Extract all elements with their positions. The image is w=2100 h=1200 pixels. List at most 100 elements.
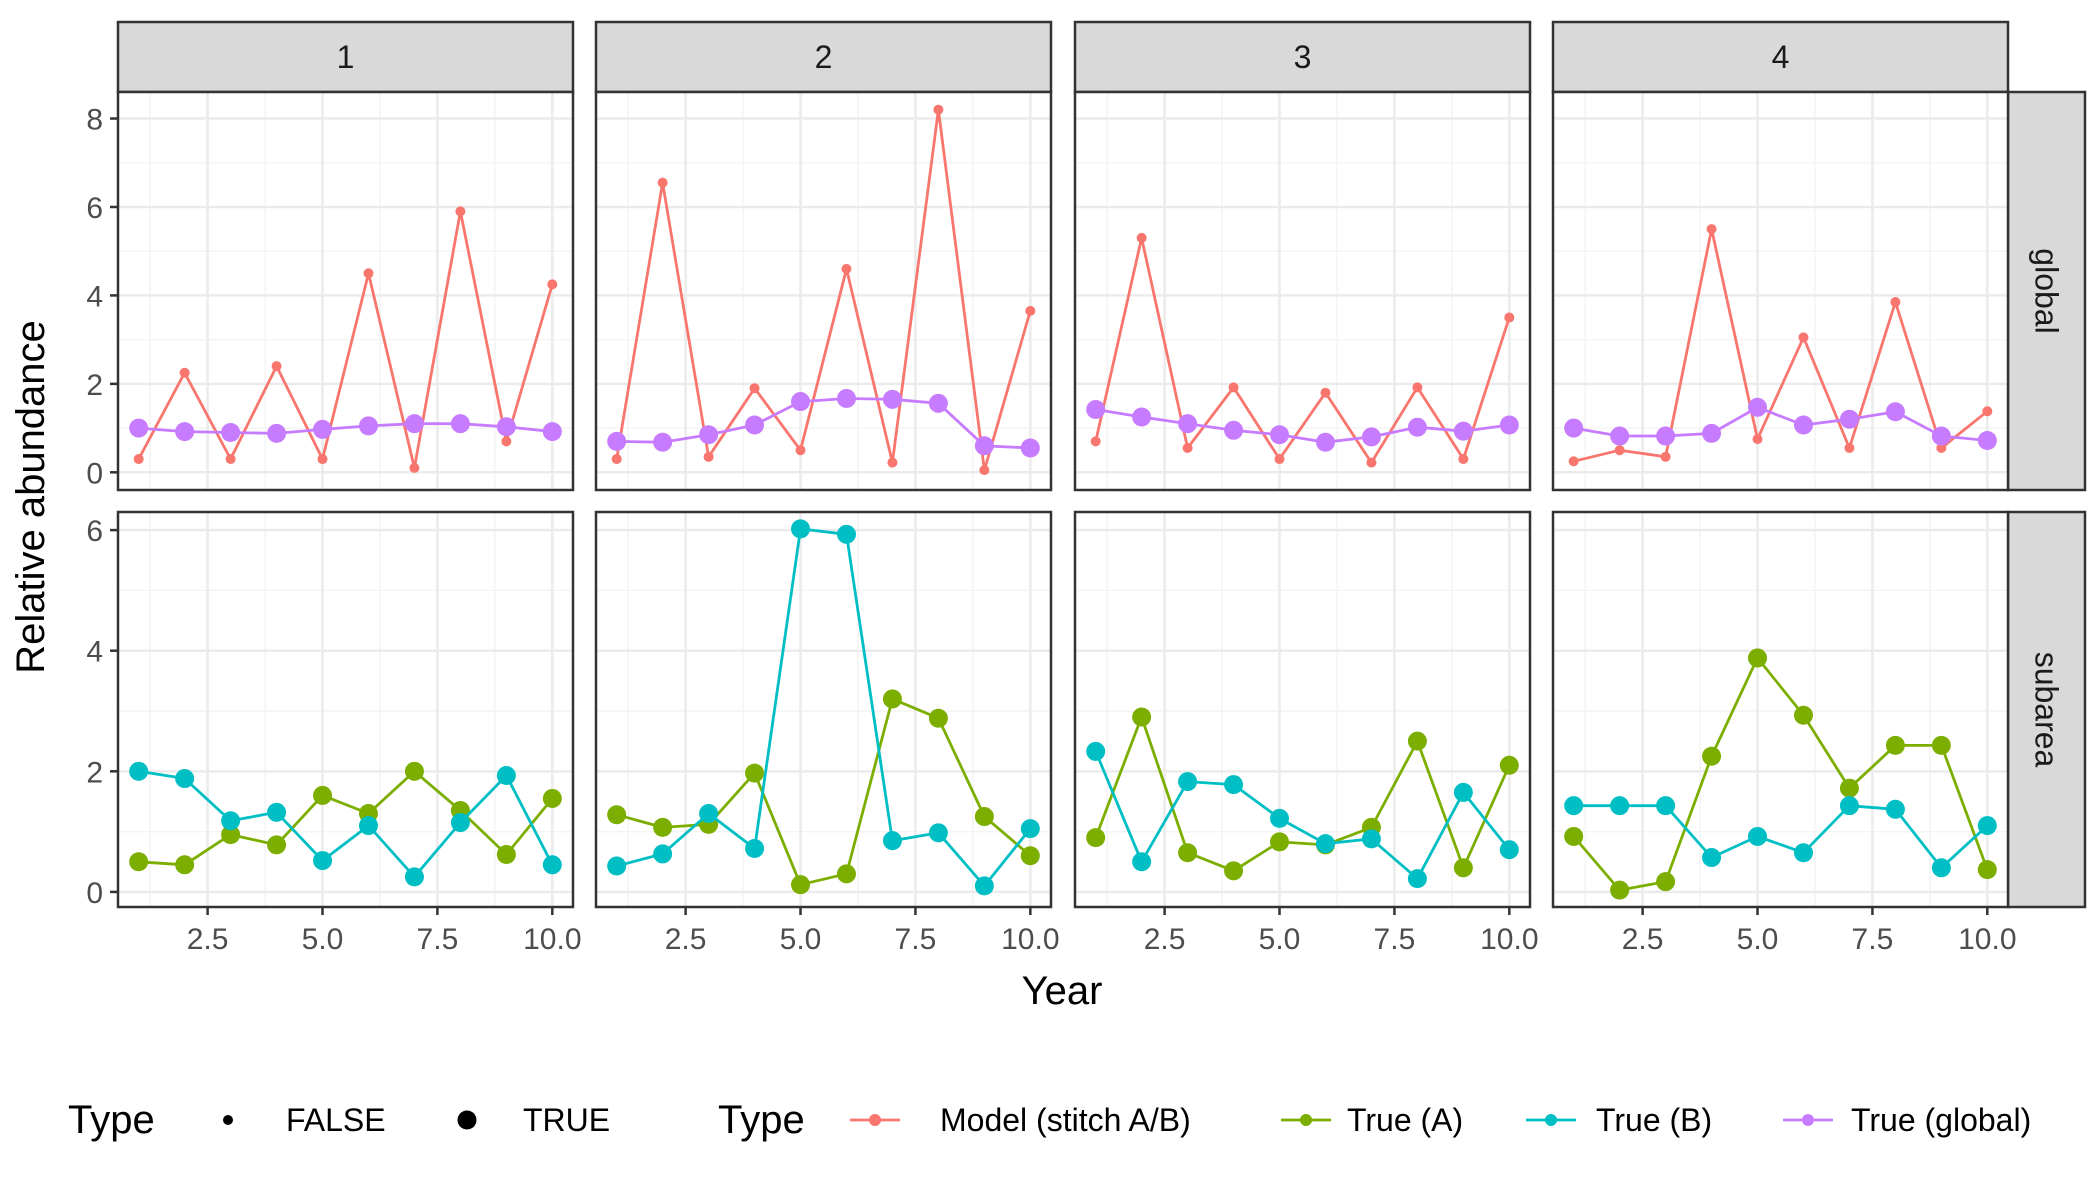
facet-strip-col-2 xyxy=(594,20,1053,94)
data-point-true_b xyxy=(221,811,241,831)
data-point-true_global xyxy=(1178,414,1198,434)
data-point-model xyxy=(1706,224,1717,235)
data-point-true_b xyxy=(1453,782,1473,802)
data-point-true_a xyxy=(1178,843,1198,863)
panel-3-subarea xyxy=(1073,510,1532,909)
y-tick-label: 6 xyxy=(86,192,103,225)
panel-background xyxy=(1553,512,2008,907)
data-point-true_global xyxy=(267,423,287,443)
legend-size-key xyxy=(457,1110,477,1130)
panel-border xyxy=(1073,510,1532,909)
data-point-true_a xyxy=(1270,832,1290,852)
data-point-true_b xyxy=(496,766,516,786)
y-tick-label: 4 xyxy=(86,636,103,669)
data-point-model xyxy=(1182,442,1193,453)
data-point-true_global xyxy=(1453,421,1473,441)
data-point-true_b xyxy=(1702,848,1722,868)
data-point-model xyxy=(1274,454,1285,465)
data-point-true_b xyxy=(1977,816,1997,836)
data-point-true_a xyxy=(1656,872,1676,892)
data-point-true_b xyxy=(1178,772,1198,792)
data-point-model xyxy=(1614,445,1625,456)
x-tick-label: 10.0 xyxy=(1958,923,2016,956)
data-point-true_b xyxy=(450,813,470,833)
data-point-true_a xyxy=(974,807,994,827)
data-point-model xyxy=(1504,312,1515,323)
data-point-model xyxy=(1890,297,1901,308)
data-point-true_b xyxy=(1407,869,1427,889)
data-point-model xyxy=(1568,456,1579,467)
data-point-model xyxy=(841,263,852,274)
panel-border xyxy=(116,90,575,492)
data-point-true_global xyxy=(1086,400,1106,420)
series-line-true_a xyxy=(1572,656,1989,892)
panel-3-global xyxy=(1073,90,1532,492)
data-point-true_a xyxy=(542,788,562,808)
data-point-model xyxy=(317,454,328,465)
data-point-true_b xyxy=(607,856,627,876)
data-point-true_b xyxy=(1086,741,1106,761)
data-point-true_global xyxy=(745,415,765,435)
data-point-model xyxy=(1025,305,1036,316)
data-point-model xyxy=(1660,451,1671,462)
x-tick-label: 7.5 xyxy=(417,923,459,956)
data-point-true_a xyxy=(1610,880,1630,900)
data-point-true_global xyxy=(1839,409,1859,429)
data-point-model xyxy=(1752,434,1763,445)
x-tick-label: 5.0 xyxy=(780,923,822,956)
x-tick-label: 10.0 xyxy=(1001,923,1059,956)
panel-background xyxy=(596,512,1051,907)
data-point-true_global xyxy=(1020,438,1040,458)
y-tick-label: 2 xyxy=(86,756,103,789)
data-point-true_a xyxy=(1839,778,1859,798)
series-line-true_b xyxy=(616,527,1032,888)
x-tick-label: 2.5 xyxy=(187,923,229,956)
panel-border xyxy=(594,90,1053,492)
data-point-true_a xyxy=(882,689,902,709)
data-point-true_global xyxy=(1793,415,1813,435)
data-point-true_a xyxy=(404,761,424,781)
data-point-true_b xyxy=(882,831,902,851)
data-point-true_a xyxy=(1748,648,1768,668)
data-point-true_a xyxy=(1086,828,1106,848)
data-point-true_global xyxy=(1270,425,1290,445)
data-point-true_a xyxy=(1499,755,1519,775)
y-tick-label: 6 xyxy=(86,515,103,548)
data-point-true_global xyxy=(653,432,673,452)
data-point-true_global xyxy=(1132,407,1152,427)
panel-border xyxy=(594,510,1053,909)
data-point-true_a xyxy=(1885,735,1905,755)
data-point-true_global xyxy=(1748,397,1768,417)
legend-size-label: TRUE xyxy=(523,1102,610,1138)
facet-strip-label: 1 xyxy=(337,39,355,75)
panel-background xyxy=(596,92,1051,490)
data-point-model xyxy=(1090,436,1101,447)
series-line-true_a xyxy=(616,697,1032,887)
data-point-true_a xyxy=(653,817,673,837)
data-point-true_global xyxy=(1885,402,1905,422)
data-point-true_global xyxy=(542,422,562,442)
data-point-model xyxy=(179,367,190,378)
data-point-true_global xyxy=(175,422,195,442)
data-point-true_b xyxy=(1793,843,1813,863)
data-point-model xyxy=(749,383,760,394)
data-point-true_b xyxy=(1748,826,1768,846)
data-point-model xyxy=(1366,457,1377,468)
data-point-true_a xyxy=(267,835,287,855)
legend-color-label: Model (stitch A/B) xyxy=(940,1102,1191,1138)
data-point-true_global xyxy=(313,419,333,439)
data-point-model xyxy=(1320,387,1331,398)
series-line-true_b xyxy=(1094,750,1511,881)
data-point-model xyxy=(611,454,622,465)
data-point-true_b xyxy=(404,867,424,887)
facet-strip-label: 4 xyxy=(1772,39,1790,75)
panel-2-subarea xyxy=(594,510,1053,909)
data-point-model xyxy=(1228,382,1239,393)
x-tick-label: 2.5 xyxy=(1622,923,1664,956)
y-tick-label: 2 xyxy=(86,369,103,402)
data-point-true_a xyxy=(928,708,948,728)
series-line-true_global xyxy=(1095,408,1510,444)
data-point-true_b xyxy=(653,844,673,864)
x-axis-title: Year xyxy=(1022,969,1103,1013)
data-point-true_b xyxy=(358,816,378,836)
